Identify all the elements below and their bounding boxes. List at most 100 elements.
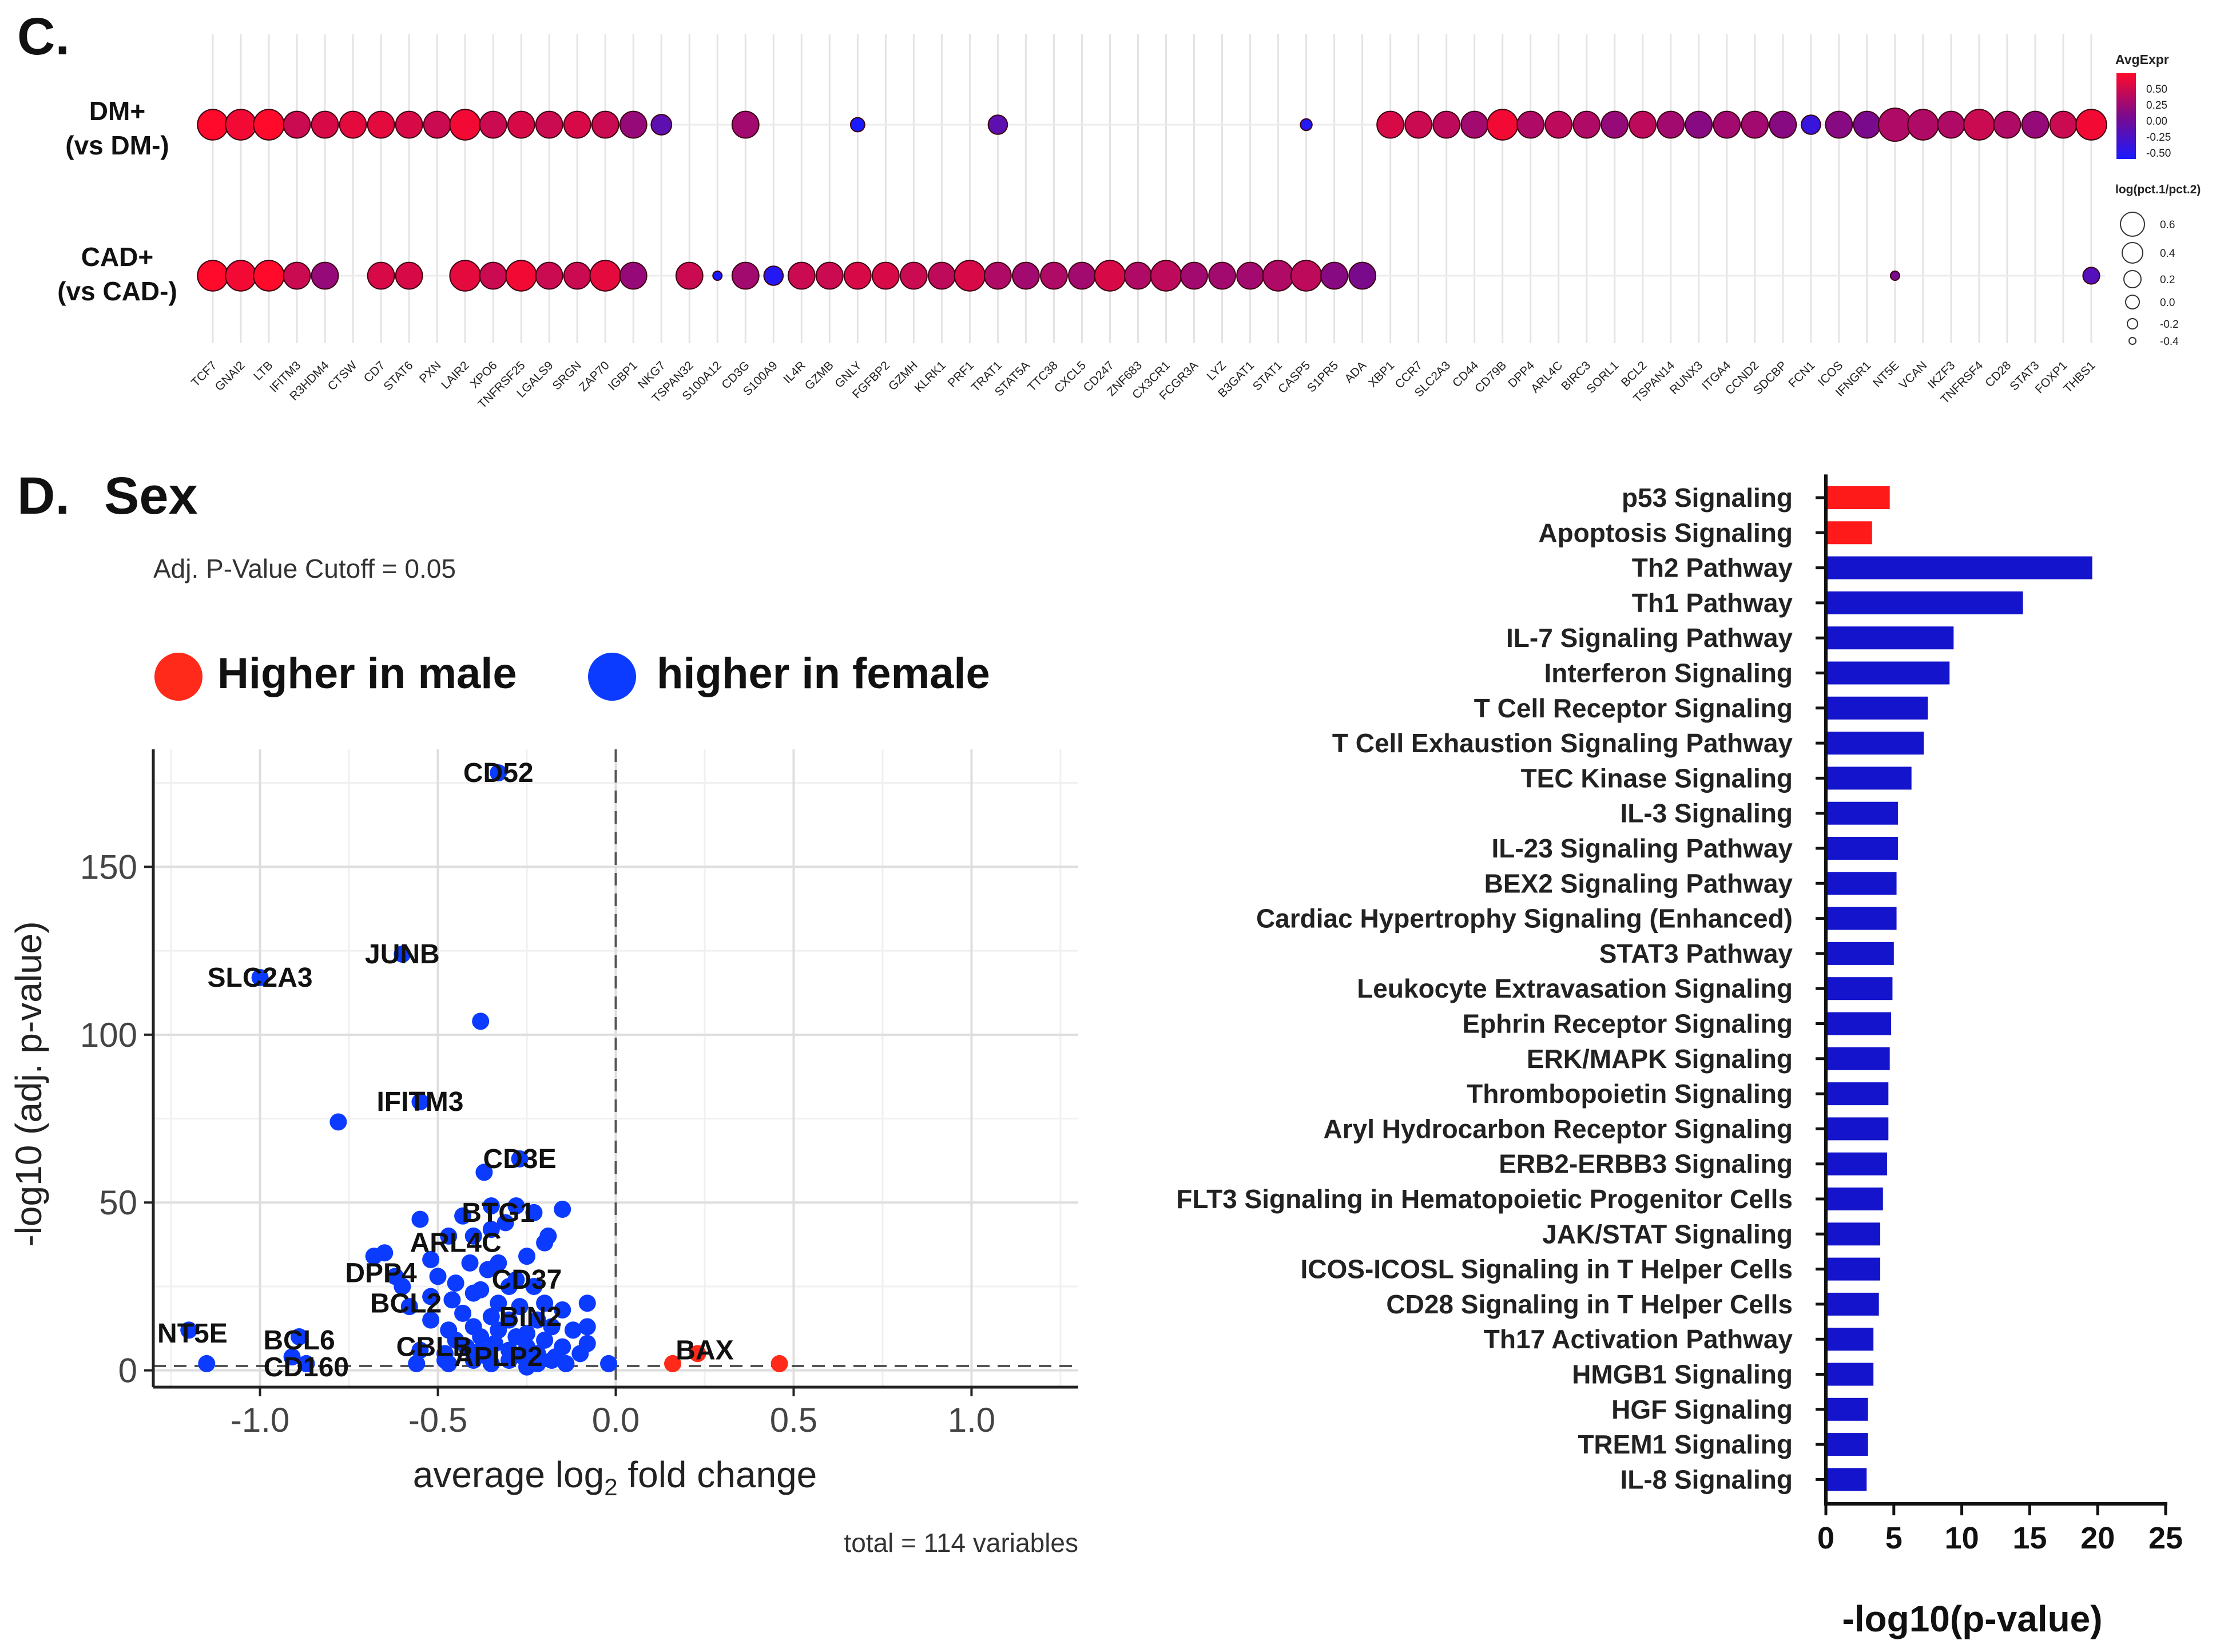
dot-ccr7 (1404, 110, 1433, 139)
volcano-point-female (490, 1294, 507, 1312)
volcano-point-female (472, 1012, 490, 1030)
dot-fcgr3a (1180, 261, 1208, 290)
size-legend-tick: 0.6 (2160, 219, 2175, 231)
volcano-point-female (422, 1288, 440, 1305)
gene-tick-label: VCAN (1897, 359, 1930, 392)
volcano-x-tick-label: 0.0 (592, 1401, 640, 1439)
volcano-point-female (490, 764, 507, 782)
pathway-bar (1828, 1047, 1890, 1070)
dot-foxp1 (2049, 110, 2078, 139)
legend-male-label: Higher in male (217, 649, 517, 698)
size-legend-circle (2120, 212, 2145, 237)
pathway-label: HMGB1 Signaling (1572, 1360, 1793, 1389)
gene-tick-label: NT5E (1870, 359, 1901, 390)
pathway-bar (1828, 661, 1950, 685)
dot-tnfrsf4 (1963, 109, 1995, 141)
dot-nt5e (1877, 108, 1912, 142)
pathway-bar (1828, 556, 2092, 579)
volcano-point-female (411, 1341, 429, 1359)
volcano-point-female (543, 1352, 561, 1369)
dot-fcn1 (1801, 114, 1821, 135)
volcano-x-tick-label: -0.5 (408, 1401, 467, 1439)
gene-tick-label: ZAP70 (577, 359, 612, 394)
dot-tspan14 (1657, 110, 1685, 139)
dot-pxn (423, 110, 451, 139)
volcano-point-female (411, 1093, 429, 1111)
pathway-bar (1828, 767, 1912, 790)
pathway-bar (1828, 591, 2023, 614)
pathway-bar (1828, 1082, 1889, 1106)
volcano-point-female (511, 1298, 529, 1316)
pathway-label: Apoptosis Signaling (1538, 518, 1793, 547)
dot-cd7 (367, 110, 395, 139)
gene-tick-label: LYZ (1205, 359, 1229, 383)
dot-prf1 (954, 260, 986, 292)
volcano-point-female (482, 1355, 500, 1372)
size-legend-circle (2127, 318, 2138, 329)
dot-stat1 (1262, 260, 1294, 292)
dot-cd3g (731, 110, 760, 139)
volcano-y-tick-label: 0 (118, 1352, 137, 1390)
gene-tick-label: CASP5 (1276, 359, 1313, 396)
volcano-gene-label: ARL4C (410, 1228, 502, 1258)
volcano-point-female (554, 1301, 571, 1319)
volcano-point-female (525, 1204, 543, 1221)
panel-d-label: D. (17, 467, 70, 525)
dot-r3hdm4 (311, 110, 339, 139)
volcano-gene-label: BCL2 (370, 1288, 442, 1319)
color-legend-tick: 0.00 (2146, 116, 2167, 128)
size-legend-circle (2128, 337, 2136, 345)
volcano-point-female (472, 1328, 490, 1345)
volcano-point-female (536, 1294, 554, 1312)
volcano-x-tick-label: -1.0 (231, 1401, 289, 1439)
pathway-label: IL-8 Signaling (1620, 1464, 1793, 1494)
volcano-point-female (411, 1210, 429, 1228)
dot-igbp1 (619, 261, 648, 290)
color-legend-tick: -0.25 (2146, 132, 2171, 144)
pathway-label: IL-23 Signaling Pathway (1491, 833, 1793, 863)
volcano-point-female (507, 1197, 525, 1215)
volcano-point-female (297, 1355, 315, 1372)
pathway-label: TEC Kinase Signaling (1521, 763, 1793, 793)
volcano-point-female (329, 1113, 347, 1131)
dot-vcan (1907, 109, 1939, 141)
volcano-y-tick-label: 150 (80, 848, 137, 886)
row-label-cad-sub: (vs CAD-) (57, 276, 177, 306)
volcano-point-female (507, 1328, 525, 1345)
volcano-point-female (436, 1352, 454, 1369)
dot-cd28 (1993, 110, 2021, 139)
pathway-label: FLT3 Signaling in Hematopoietic Progenit… (1176, 1184, 1793, 1214)
size-legend-tick: -0.2 (2160, 319, 2179, 331)
gene-tick-label: S1PR5 (1305, 359, 1341, 395)
dot-stat6 (395, 261, 423, 290)
gene-tick-label: ADA (1342, 359, 1369, 386)
dot-lair2 (449, 109, 481, 141)
pathway-label: Aryl Hydrocarbon Receptor Signaling (1324, 1114, 1793, 1143)
dot-b3gat1 (1236, 261, 1264, 290)
dot-stat5a (1012, 261, 1040, 290)
dot-sdcbp (1769, 110, 1797, 139)
volcano-point-female (500, 1277, 518, 1295)
volcano-point-female (578, 1335, 596, 1352)
volcano-point-female (394, 945, 411, 963)
color-legend-tick: -0.50 (2146, 148, 2171, 160)
gene-tick-label: CD79B (1472, 359, 1509, 395)
dot-il4r (787, 261, 816, 290)
volcano-point-female (529, 1311, 546, 1329)
dot-srgn (563, 261, 591, 290)
dot-ccnd2 (1741, 110, 1769, 139)
dot-cxcl5 (1068, 261, 1096, 290)
pathway-label: ERB2-ERBB3 Signaling (1499, 1149, 1793, 1179)
pathway-label: STAT3 Pathway (1599, 939, 1793, 968)
volcano-point-female (564, 1321, 582, 1339)
volcano-point-female (251, 969, 269, 987)
volcano-point-female (458, 1338, 475, 1356)
volcano-point-female (518, 1248, 536, 1265)
color-legend-tick: 0.25 (2146, 100, 2167, 112)
gene-tick-label: FCN1 (1786, 359, 1817, 390)
volcano-gene-label: BAX (676, 1335, 733, 1365)
gene-tick-label: LAIR2 (439, 359, 472, 392)
pathway-x-tick-label: 0 (1817, 1521, 1834, 1555)
dot-fgfbp2 (871, 261, 900, 290)
dot-cd7 (367, 261, 395, 290)
